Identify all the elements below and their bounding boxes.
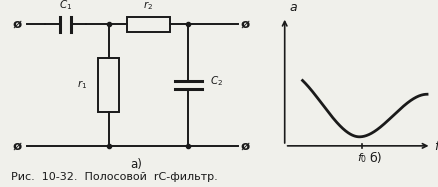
Bar xyxy=(98,58,119,112)
Bar xyxy=(127,17,170,32)
Text: Рис.  10-32.  Полосовой  rC-фильтр.: Рис. 10-32. Полосовой rC-фильтр. xyxy=(11,172,218,182)
Text: $a$: $a$ xyxy=(289,1,298,14)
Text: ø: ø xyxy=(13,18,22,31)
Text: б): б) xyxy=(369,152,382,165)
Text: $r_1$: $r_1$ xyxy=(77,79,87,91)
Text: $f_0$: $f_0$ xyxy=(357,151,367,165)
Text: $C_2$: $C_2$ xyxy=(210,74,223,88)
Text: $C_1$: $C_1$ xyxy=(59,0,72,12)
Text: $r_2$: $r_2$ xyxy=(143,0,154,12)
Text: $f$: $f$ xyxy=(434,139,438,153)
Text: ø: ø xyxy=(240,139,250,152)
Text: ø: ø xyxy=(240,18,250,31)
Text: а): а) xyxy=(130,158,142,171)
Text: ø: ø xyxy=(13,139,22,152)
